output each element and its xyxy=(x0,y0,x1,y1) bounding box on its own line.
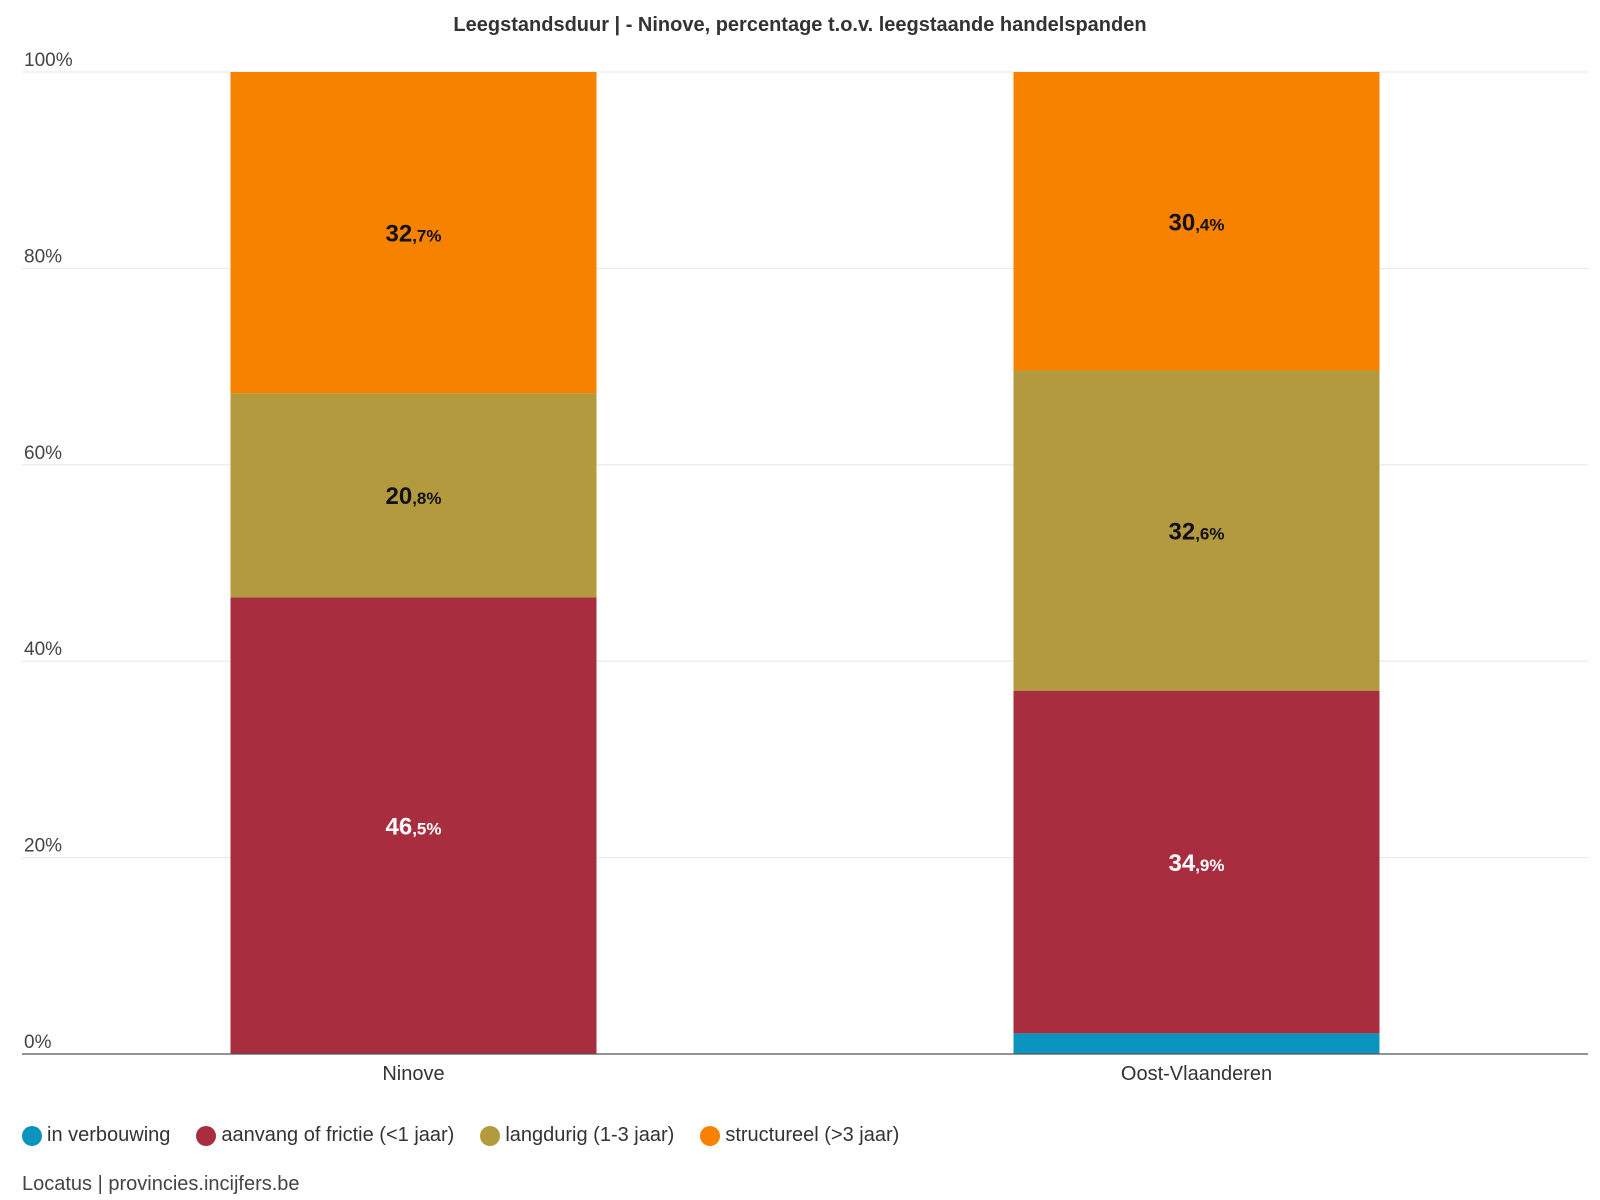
data-label-1-2: 32,6% xyxy=(1169,519,1225,546)
x-tick-label-1: Oost-Vlaanderen xyxy=(1121,1063,1272,1085)
legend-swatch-aanvang-of-frictie xyxy=(196,1125,217,1146)
legend-label-structureel: structureel (>3 jaar) xyxy=(725,1124,900,1146)
data-label-dec-1-1: ,9% xyxy=(1195,856,1224,875)
bar-0-2 xyxy=(230,393,597,598)
data-label-int-1-1: 34 xyxy=(1169,850,1196,877)
bar-1-1 xyxy=(1013,690,1380,1034)
data-label-dec-0-3: ,7% xyxy=(412,227,441,246)
x-tick-label-0: Ninove xyxy=(382,1063,444,1085)
legend-item-aanvang-of-frictie[interactable]: aanvang of frictie (<1 jaar) xyxy=(196,1124,454,1147)
data-label-int-1-2: 32 xyxy=(1169,519,1196,546)
y-tick-label-100: 100% xyxy=(24,50,73,71)
legend-item-in-verbouwing[interactable]: in verbouwing xyxy=(22,1124,170,1147)
data-label-dec-1-2: ,6% xyxy=(1195,525,1224,544)
legend-item-langdurig[interactable]: langdurig (1-3 jaar) xyxy=(480,1124,674,1147)
data-label-1-1: 34,9% xyxy=(1169,850,1225,877)
data-label-int-0-3: 32 xyxy=(386,221,413,248)
y-tick-label-20: 20% xyxy=(24,836,62,857)
data-label-0-3: 32,7% xyxy=(386,221,442,248)
legend-swatch-in-verbouwing xyxy=(22,1125,42,1146)
chart-legend: in verbouwing aanvang of frictie (<1 jaa… xyxy=(22,1124,899,1147)
source-note: Locatus | provincies.incijfers.be xyxy=(22,1173,300,1195)
data-label-int-1-3: 30 xyxy=(1169,209,1196,236)
legend-label-aanvang-of-frictie: aanvang of frictie (<1 jaar) xyxy=(221,1124,455,1146)
bar-1-3 xyxy=(1013,72,1380,371)
data-label-int-0-1: 46 xyxy=(386,814,413,841)
bar-1-2 xyxy=(1013,370,1380,691)
bar-0-3 xyxy=(230,72,597,394)
legend-label-langdurig: langdurig (1-3 jaar) xyxy=(505,1124,675,1146)
y-tick-label-40: 40% xyxy=(24,639,62,660)
bar-1-0 xyxy=(1013,1033,1380,1054)
y-tick-label-80: 80% xyxy=(24,246,62,267)
data-label-0-2: 20,8% xyxy=(386,483,442,510)
legend-swatch-langdurig xyxy=(480,1125,501,1146)
chart-title: Leegstandsduur | - Ninove, percentage t.… xyxy=(453,14,1147,36)
data-label-dec-0-2: ,8% xyxy=(412,489,441,508)
y-tick-label-60: 60% xyxy=(24,443,62,464)
y-tick-label-0: 0% xyxy=(24,1032,52,1053)
data-label-dec-0-1: ,5% xyxy=(412,820,441,839)
data-label-int-0-2: 20 xyxy=(386,483,413,510)
bar-0-1 xyxy=(230,597,597,1054)
data-label-dec-1-3: ,4% xyxy=(1195,215,1224,234)
data-label-0-1: 46,5% xyxy=(386,814,442,841)
legend-label-in-verbouwing: in verbouwing xyxy=(47,1124,171,1146)
data-label-1-3: 30,4% xyxy=(1169,209,1225,236)
legend-swatch-structureel xyxy=(700,1125,721,1146)
legend-item-structureel[interactable]: structureel (>3 jaar) xyxy=(700,1124,899,1147)
